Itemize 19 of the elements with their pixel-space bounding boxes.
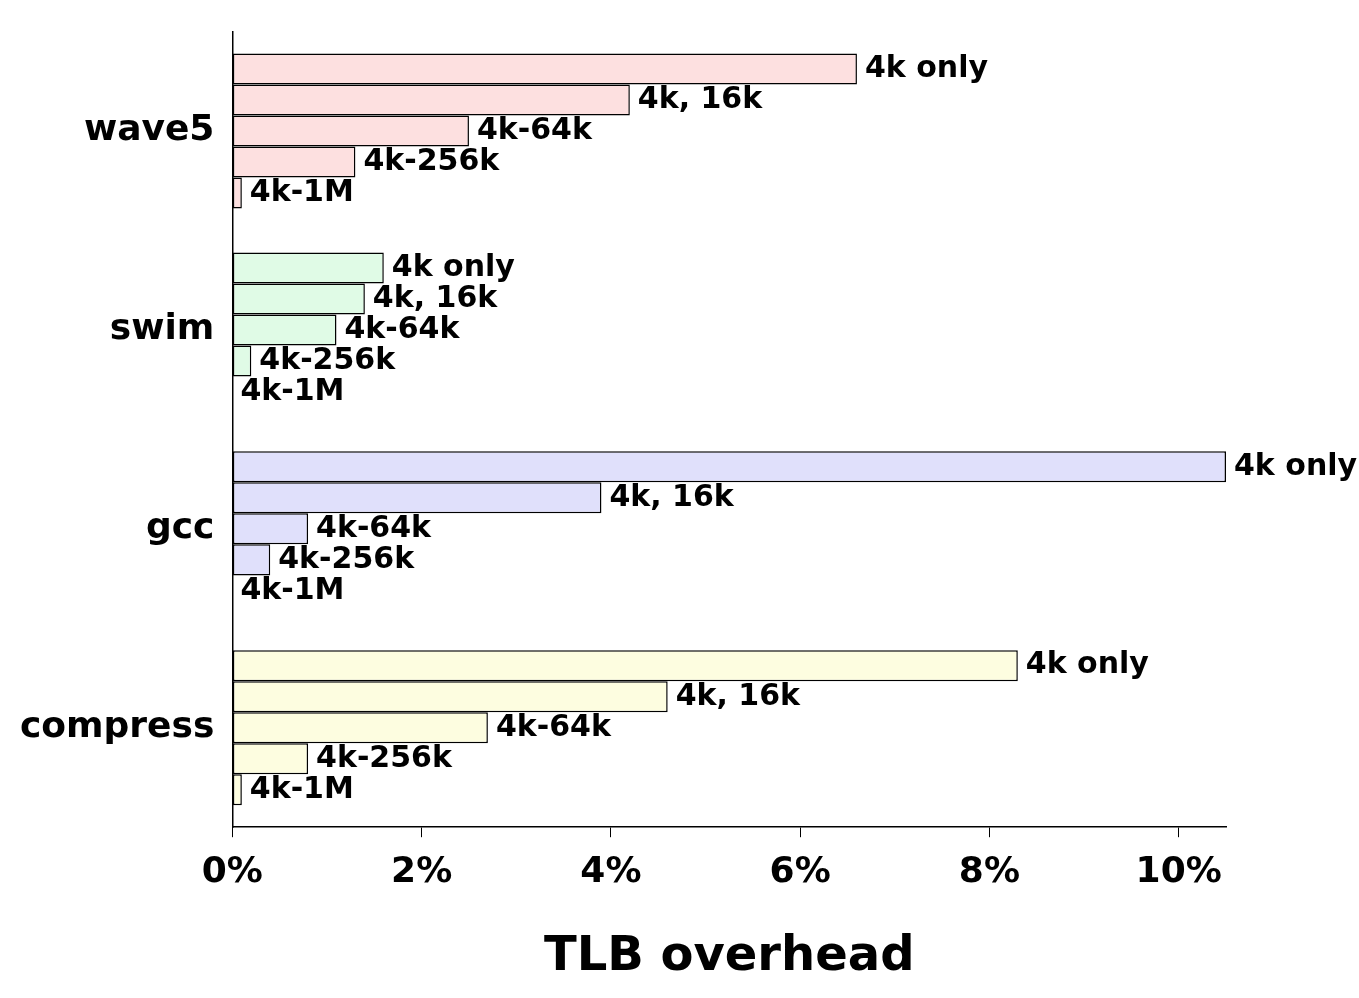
text: 4k only <box>1025 645 1149 681</box>
text: 4k, 16k <box>609 477 734 513</box>
text: 4k only <box>1234 446 1358 482</box>
x-tick-label: 6% <box>769 849 831 891</box>
y-tick-label: compress <box>19 704 215 746</box>
x-tick-label: 4% <box>580 849 642 891</box>
series-label: 4k, 16k <box>637 79 764 115</box>
y-tick-label: wave5 <box>83 107 215 149</box>
text: 4k, 16k <box>675 676 801 712</box>
series-label: 4k only <box>864 48 989 84</box>
x-tick-label: 0% <box>201 849 263 891</box>
series-label: 4k-1M <box>249 172 354 208</box>
y-tick-label: gcc <box>145 505 215 547</box>
text: 4k-64k <box>495 707 611 743</box>
x-axis-title: TLB overhead <box>543 924 915 981</box>
x-tick-label: 2% <box>391 849 453 891</box>
x-tick-label: 8% <box>958 849 1020 891</box>
y-tick-label: swim <box>109 306 215 348</box>
x-tick-label: 10% <box>1135 849 1222 891</box>
